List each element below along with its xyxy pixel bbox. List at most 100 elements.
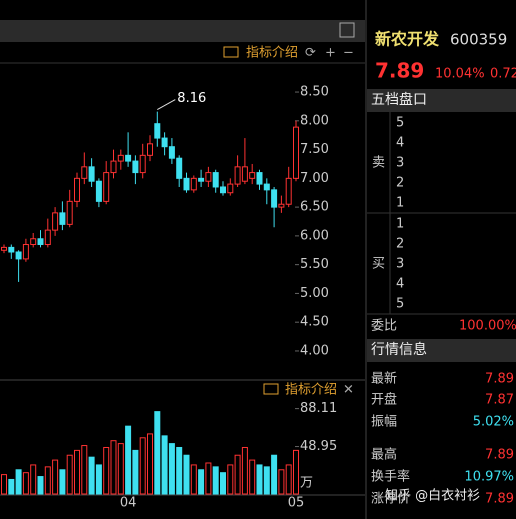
candle-body — [183, 177, 190, 191]
volume-bar — [22, 472, 29, 495]
candle-body — [95, 180, 102, 202]
candle-body — [263, 183, 270, 191]
volume-bar — [103, 446, 110, 495]
volume-bar — [59, 469, 66, 495]
candle-body — [147, 143, 153, 156]
y-tick-label: 7.50 — [300, 142, 329, 157]
volume-bar — [95, 464, 102, 495]
candle-body — [81, 166, 88, 179]
volume-bar — [30, 464, 37, 495]
volume-bar — [81, 445, 88, 495]
candle-body — [198, 177, 205, 182]
refresh-icon[interactable]: ⟳ — [305, 46, 316, 61]
candle-body — [241, 166, 248, 182]
candle-body — [212, 172, 219, 188]
volume-bar — [117, 443, 124, 495]
y-tick-label: 8.00 — [300, 113, 329, 128]
info-label: 开盘 — [371, 392, 397, 408]
volume-bar — [285, 464, 292, 495]
candle-body — [271, 189, 278, 208]
y-tick-label: 5.50 — [300, 257, 329, 272]
candle-body — [168, 146, 175, 159]
candle-body — [139, 154, 146, 174]
candle-body — [44, 229, 51, 246]
candle-body — [234, 166, 241, 185]
sell-level: 4 — [396, 136, 404, 151]
volume-bar — [227, 464, 234, 495]
y-tick-label: 4.00 — [300, 343, 329, 358]
stock-name: 新农开发 — [375, 30, 440, 49]
fullscreen-icon[interactable] — [339, 22, 355, 38]
ratio-value: 100.00% — [459, 319, 516, 334]
volume-bar — [220, 472, 226, 495]
section-title: 五档盘口 — [371, 91, 427, 108]
annotation: 8.16 — [177, 91, 206, 106]
candle-body — [88, 166, 95, 182]
volume-bar — [278, 469, 285, 495]
change: 0.72 — [490, 67, 516, 82]
zoom-in[interactable]: + — [325, 46, 336, 61]
buy-label: 买 — [372, 257, 385, 272]
section-header — [367, 339, 516, 362]
candle-body — [22, 244, 29, 260]
info-value: 7.89 — [485, 448, 514, 463]
y-tick-label: 7.00 — [300, 171, 329, 186]
candle-body — [293, 126, 299, 179]
buy-level: 5 — [396, 297, 404, 312]
volume-bar — [161, 435, 168, 495]
volume-bar — [74, 449, 80, 495]
indicator-button[interactable]: 指标介绍 — [285, 383, 337, 398]
info-value: 5.02% — [473, 415, 514, 430]
candle-body — [52, 212, 59, 231]
candle-body — [249, 172, 256, 179]
volume-bar — [183, 454, 190, 495]
candle-body — [30, 238, 37, 246]
candle-body — [161, 137, 168, 148]
sell-level: 2 — [396, 176, 404, 191]
volume-bar — [15, 469, 22, 495]
candle-body — [117, 154, 124, 162]
candle-body — [256, 172, 263, 185]
info-value: 7.87 — [485, 393, 514, 408]
volume-bar — [1, 474, 7, 495]
volume-bar — [256, 464, 263, 495]
candle-body — [110, 160, 117, 174]
volume-bar — [293, 449, 299, 495]
x-tick-label: 04 — [120, 496, 137, 511]
y-tick-label: 5.00 — [300, 286, 329, 301]
candle-body — [220, 186, 226, 194]
close-icon[interactable]: ✕ — [343, 383, 354, 398]
stock-code: 600359 — [450, 31, 507, 49]
zoom-out[interactable]: − — [343, 46, 354, 61]
volume-bar — [198, 469, 205, 495]
y-tick-label: 4.50 — [300, 315, 329, 330]
volume-bar — [205, 462, 212, 495]
candle-body — [205, 172, 212, 182]
volume-bar — [241, 446, 248, 495]
candle-body — [37, 238, 44, 246]
buy-level: 3 — [396, 257, 404, 272]
indicator-button[interactable]: 指标介绍 — [246, 46, 298, 61]
candle-body — [125, 154, 132, 162]
watermark: 知乎 @白衣衬衫 — [385, 488, 480, 504]
volume-bar — [154, 411, 161, 495]
unit-label: 万 — [300, 476, 313, 491]
buy-level: 2 — [396, 237, 404, 252]
volume-bar — [125, 425, 132, 495]
candle-body — [154, 123, 161, 139]
y-tick-label: 48.95 — [300, 439, 337, 454]
candle-body — [227, 183, 234, 194]
volume-bar — [249, 459, 256, 495]
change-pct: 10.04% — [435, 67, 485, 82]
indicator-icon — [263, 383, 279, 395]
candle-body — [1, 246, 7, 251]
info-value: 7.89 — [485, 372, 514, 387]
candle-body — [285, 177, 292, 205]
annotation-arrow — [157, 99, 176, 111]
sell-level: 3 — [396, 156, 404, 171]
candle-body — [15, 251, 22, 260]
volume-bar — [8, 478, 15, 495]
volume-bar — [139, 437, 146, 495]
